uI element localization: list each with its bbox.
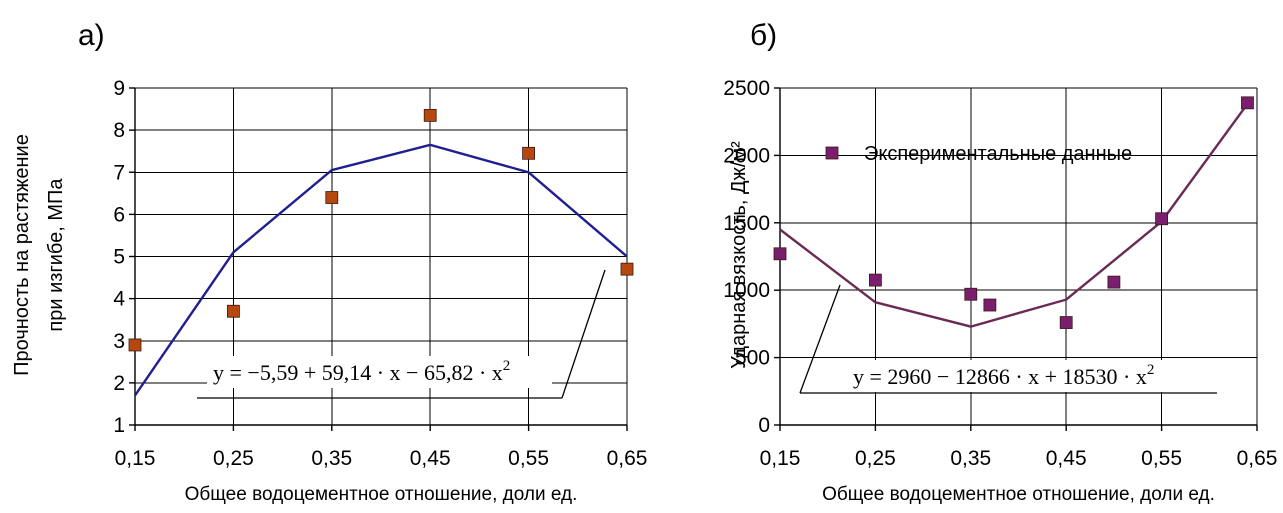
y-tick-label: 2: [113, 372, 125, 395]
y-tick-label: 8: [113, 119, 125, 142]
trend-equation: y = 2960 − 12866 · x + 18530 · x2: [853, 362, 1154, 389]
data-point: [983, 298, 997, 312]
y-tick-label: 1: [113, 414, 125, 437]
data-point: [773, 247, 787, 261]
equation-exponent: 2: [1147, 362, 1155, 378]
y-tick-label: 6: [113, 203, 125, 226]
data-point: [423, 108, 437, 122]
x-axis-label: Общее водоцементное отношение, доли ед.: [822, 484, 1215, 505]
data-point: [522, 146, 535, 160]
data-point: [128, 338, 142, 352]
y-tick-label: 2000: [723, 144, 770, 167]
y-tick-label: 500: [735, 347, 770, 370]
y-tick-label: 9: [113, 77, 125, 100]
data-point: [869, 273, 882, 287]
x-tick-label: 0,55: [1141, 447, 1182, 470]
y-axis-label: Прочность на растяжение: [11, 134, 33, 376]
x-tick-label: 0,25: [213, 447, 254, 470]
trend-equation: y = −5,59 + 59,14 · x − 65,82 · x2: [213, 358, 510, 385]
chart-panel-2: б) 0 500 1000 1500 2000 2500 0,15 0,25 0,35 0,45 0,…: [723, 19, 1277, 505]
data-point: [1059, 316, 1073, 329]
data-point: [1155, 212, 1168, 226]
equation-background: [207, 356, 552, 388]
x-tick-label: 0,45: [1046, 447, 1087, 470]
legend-marker: [825, 146, 839, 160]
x-tick-label: 0,35: [950, 447, 991, 470]
data-point: [226, 304, 240, 318]
y-axis-label: при изгибе, МПа: [45, 178, 67, 332]
x-tick-label: 0,35: [311, 447, 352, 470]
legend-label: Экспериментальные данные: [864, 143, 1132, 165]
data-point: [325, 191, 339, 204]
y-axis-label: Ударная вязкость, Дж/м²: [728, 141, 750, 369]
data-point: [1241, 96, 1254, 110]
trend-line: [779, 96, 1254, 328]
x-tick-label: 0,65: [607, 447, 648, 470]
trend-line: [134, 143, 628, 397]
y-tick-label: 2500: [723, 77, 770, 100]
chart-panel-1: а) 1 2 3 4 5 6 7 8 9 0,15 0,25 0,35 0,45 0,55 0,65 Общее…: [11, 19, 647, 505]
equation-exponent: 2: [503, 358, 511, 374]
equation-leader-line: [561, 269, 606, 399]
y-tick-label: 5: [113, 246, 125, 269]
equation-background: [847, 360, 1207, 392]
y-tick-label: 1000: [723, 279, 770, 302]
y-tick-label: 4: [113, 288, 125, 311]
x-tick-label: 0,55: [508, 447, 549, 470]
data-point: [620, 262, 634, 276]
x-tick-label: 0,65: [1237, 447, 1278, 470]
x-tick-label: 0,15: [760, 447, 801, 470]
equation-leader-line: [799, 284, 841, 394]
y-tick-label: 7: [113, 161, 125, 184]
panel-label: а): [78, 19, 105, 52]
y-tick-label: 3: [113, 330, 125, 353]
data-point: [1107, 275, 1121, 289]
x-tick-label: 0,25: [855, 447, 896, 470]
x-tick-label: 0,15: [115, 447, 156, 470]
y-tick-label: 1500: [723, 212, 770, 235]
y-tick-label: 0: [758, 414, 770, 437]
x-axis-label: Общее водоцементное отношение, доли ед.: [185, 484, 578, 505]
x-tick-label: 0,45: [410, 447, 451, 470]
data-point: [964, 287, 978, 301]
panel-label: б): [750, 19, 777, 52]
